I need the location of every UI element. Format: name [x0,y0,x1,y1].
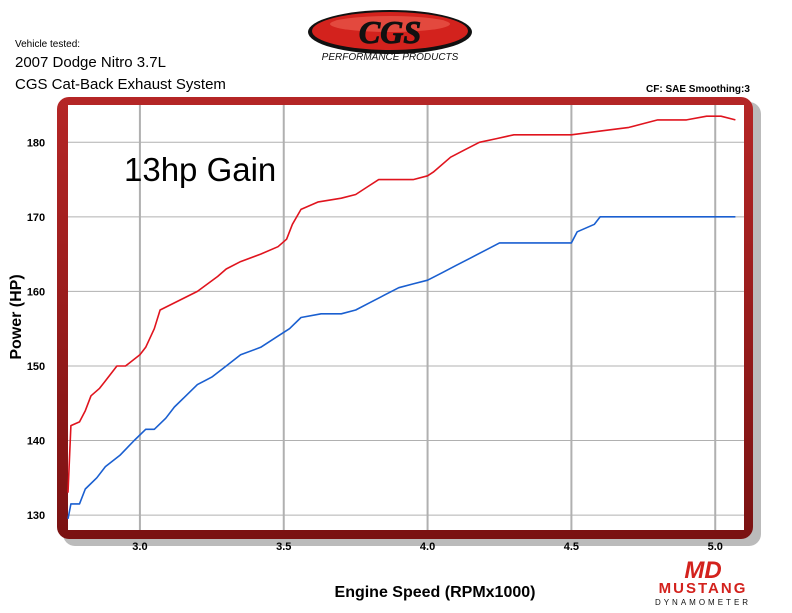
y-tick-label: 130 [27,510,45,522]
x-tick-label: 3.5 [276,541,291,553]
mustang-dynamometer-logo: MD MUSTANG DYNAMOMETER [628,556,778,608]
x-tick-label: 4.5 [564,541,579,553]
cgs-logo-text: CGS [359,14,421,50]
vehicle-tested-label: Vehicle tested: [15,39,81,50]
exhaust-system-name: CGS Cat-Back Exhaust System [15,76,226,93]
y-tick-label: 150 [27,361,45,373]
correction-factor-label: CF: SAE Smoothing:3 [646,84,750,95]
x-tick-label: 3.0 [132,541,147,553]
x-axis-title: Engine Speed (RPMx1000) [335,584,536,601]
gain-annotation: 13hp Gain [124,151,276,188]
y-tick-label: 160 [27,286,45,298]
x-tick-label: 5.0 [708,541,723,553]
plot-area [68,105,744,530]
dynamometer-wordmark: DYNAMOMETER [655,598,751,607]
y-tick-label: 170 [27,212,45,224]
y-axis-title: Power (HP) [8,274,25,359]
vehicle-name: 2007 Dodge Nitro 3.7L [15,54,166,71]
series-line-before [67,216,736,519]
mustang-wordmark: MUSTANG [659,580,748,597]
y-tick-label: 180 [27,137,45,149]
x-tick-label: 4.0 [420,541,435,553]
series-line-after [67,115,736,493]
cgs-performance-logo: CGS PERFORMANCE PRODUCTS [300,6,480,64]
cgs-tagline: PERFORMANCE PRODUCTS [322,52,459,63]
md-mark-icon: MD [684,557,721,584]
y-tick-label: 140 [27,436,45,448]
